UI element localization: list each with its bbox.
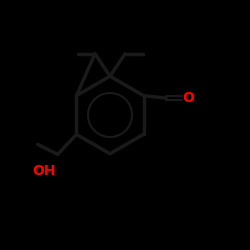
Text: O: O bbox=[182, 91, 194, 105]
Text: OH: OH bbox=[32, 164, 56, 177]
